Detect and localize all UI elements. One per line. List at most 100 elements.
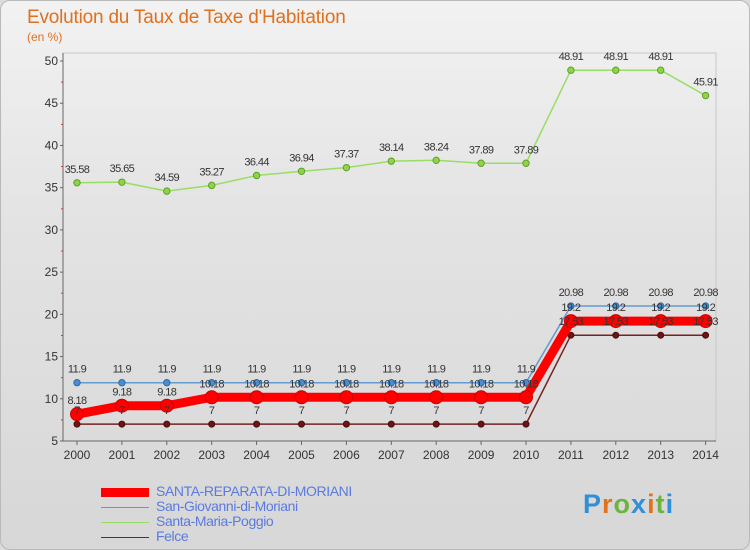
x-tick-label: 2000	[64, 448, 91, 462]
data-point-santa-maria-poggio	[612, 66, 620, 74]
data-point-santa-maria-poggio	[73, 179, 81, 187]
data-point-felce	[477, 420, 485, 428]
data-point-santa-maria-poggio	[657, 66, 665, 74]
x-tick-label: 2013	[647, 448, 674, 462]
data-label-san-giovanni-di-moriani: 20.98	[604, 287, 629, 299]
data-point-felce	[612, 331, 620, 339]
y-tick-label: 40	[45, 138, 59, 152]
data-point-felce	[342, 420, 350, 428]
data-label-santa-reparata-di-moriani: 9.18	[112, 387, 131, 399]
data-label-felce: 7	[74, 405, 80, 417]
x-tick-label: 2002	[153, 448, 180, 462]
data-label-san-giovanni-di-moriani: 11.9	[292, 364, 311, 376]
data-point-san-giovanni-di-moriani	[612, 302, 620, 310]
legend-swatch-santa-reparata	[101, 488, 149, 497]
data-point-santa-maria-poggio	[522, 159, 530, 167]
data-point-felce	[118, 420, 126, 428]
legend-swatch-san-giovanni	[101, 507, 149, 508]
x-tick-label: 2007	[378, 448, 405, 462]
data-point-san-giovanni-di-moriani	[73, 379, 81, 387]
data-label-felce: 7	[389, 405, 395, 417]
data-point-santa-reparata-di-moriani	[608, 314, 623, 329]
legend-label-san-giovanni: San-Giovanni-di-Moriani	[156, 498, 298, 514]
data-point-san-giovanni-di-moriani	[522, 379, 530, 387]
data-point-san-giovanni-di-moriani	[297, 379, 306, 387]
x-tick-label: 2012	[602, 448, 629, 462]
x-tick-label: 2005	[288, 448, 315, 462]
legend-label-santa-reparata: SANTA-REPARATA-DI-MORIANI	[156, 483, 352, 499]
data-label-san-giovanni-di-moriani: 11.9	[337, 364, 356, 376]
x-tick-label: 2001	[109, 448, 136, 462]
x-tick-label: 2008	[423, 448, 450, 462]
data-point-san-giovanni-di-moriani	[387, 379, 395, 387]
data-label-felce: 7	[164, 405, 170, 417]
y-tick-label: 20	[45, 307, 59, 321]
chart-unit-label: (en %)	[27, 30, 63, 44]
x-tick-label: 2009	[468, 448, 495, 462]
data-point-santa-maria-poggio	[208, 181, 216, 190]
data-label-felce: 7	[344, 405, 350, 417]
data-point-santa-maria-poggio	[701, 91, 710, 100]
legend-swatch-felce	[101, 537, 149, 538]
data-label-santa-maria-poggio: 36.44	[244, 157, 269, 169]
data-point-felce	[387, 420, 395, 428]
data-point-san-giovanni-di-moriani	[252, 379, 261, 387]
legend-label-felce: Felce	[156, 528, 189, 544]
data-label-santa-reparata-di-moriani: 19.2	[606, 302, 625, 314]
data-point-santa-reparata-di-moriani	[429, 390, 444, 405]
data-label-santa-reparata-di-moriani: 10.18	[334, 378, 359, 390]
y-tick-label: 35	[45, 181, 59, 195]
data-point-santa-maria-poggio	[432, 156, 440, 165]
data-label-san-giovanni-di-moriani: 11.9	[472, 364, 491, 376]
data-point-felce	[163, 420, 171, 428]
data-label-felce: 7	[119, 405, 125, 417]
y-tick-label: 45	[45, 96, 59, 110]
data-label-santa-reparata-di-moriani: 10.18	[469, 378, 494, 390]
legend-swatch-santa-maria	[101, 522, 149, 523]
data-point-santa-reparata-di-moriani	[204, 390, 219, 405]
data-point-santa-maria-poggio	[387, 157, 395, 165]
data-label-felce: 17.53	[559, 316, 584, 328]
data-label-santa-maria-poggio: 45.91	[693, 77, 718, 89]
data-label-santa-maria-poggio: 37.37	[334, 149, 359, 161]
data-point-felce	[208, 420, 216, 428]
data-label-santa-maria-poggio: 48.91	[559, 51, 584, 63]
data-point-felce	[567, 331, 575, 339]
data-label-san-giovanni-di-moriani: 11.9	[203, 364, 222, 376]
data-point-santa-maria-poggio	[252, 171, 261, 180]
data-label-santa-maria-poggio: 35.27	[199, 166, 224, 178]
data-point-santa-reparata-di-moriani	[294, 390, 309, 405]
data-label-santa-reparata-di-moriani: 10.18	[199, 378, 224, 390]
data-label-san-giovanni-di-moriani: 11.9	[113, 364, 132, 376]
data-point-santa-reparata-di-moriani	[114, 398, 129, 413]
y-tick-label: 50	[45, 54, 59, 68]
data-point-felce	[702, 331, 710, 339]
proxiti-logo: Proxiti	[583, 489, 675, 519]
data-point-felce	[73, 420, 81, 428]
data-point-felce	[253, 420, 261, 428]
data-label-felce: 7	[523, 405, 529, 417]
data-label-san-giovanni-di-moriani: 11.9	[247, 364, 266, 376]
data-label-santa-reparata-di-moriani: 10.18	[244, 378, 269, 390]
data-point-santa-reparata-di-moriani	[159, 398, 174, 413]
data-point-santa-reparata-di-moriani	[249, 390, 264, 405]
x-tick-label: 2003	[198, 448, 225, 462]
data-label-santa-maria-poggio: 35.58	[65, 164, 90, 176]
y-tick-label: 5	[51, 434, 58, 448]
data-label-santa-reparata-di-moriani: 10.18	[379, 378, 404, 390]
data-point-santa-maria-poggio	[297, 167, 306, 175]
data-label-felce: 7	[299, 405, 305, 417]
data-point-felce	[522, 420, 530, 428]
data-point-san-giovanni-di-moriani	[567, 302, 575, 310]
data-point-santa-reparata-di-moriani	[563, 314, 578, 329]
data-point-santa-maria-poggio	[567, 66, 575, 74]
data-point-santa-maria-poggio	[342, 163, 351, 172]
chart-title: Evolution du Taux de Taxe d'Habitation	[27, 7, 346, 28]
data-label-santa-maria-poggio: 38.24	[424, 141, 449, 153]
data-point-felce	[298, 420, 305, 428]
data-label-felce: 7	[433, 405, 439, 417]
data-label-san-giovanni-di-moriani: 11.9	[517, 364, 536, 376]
data-label-felce: 7	[254, 405, 260, 417]
data-point-santa-reparata-di-moriani	[519, 390, 533, 405]
